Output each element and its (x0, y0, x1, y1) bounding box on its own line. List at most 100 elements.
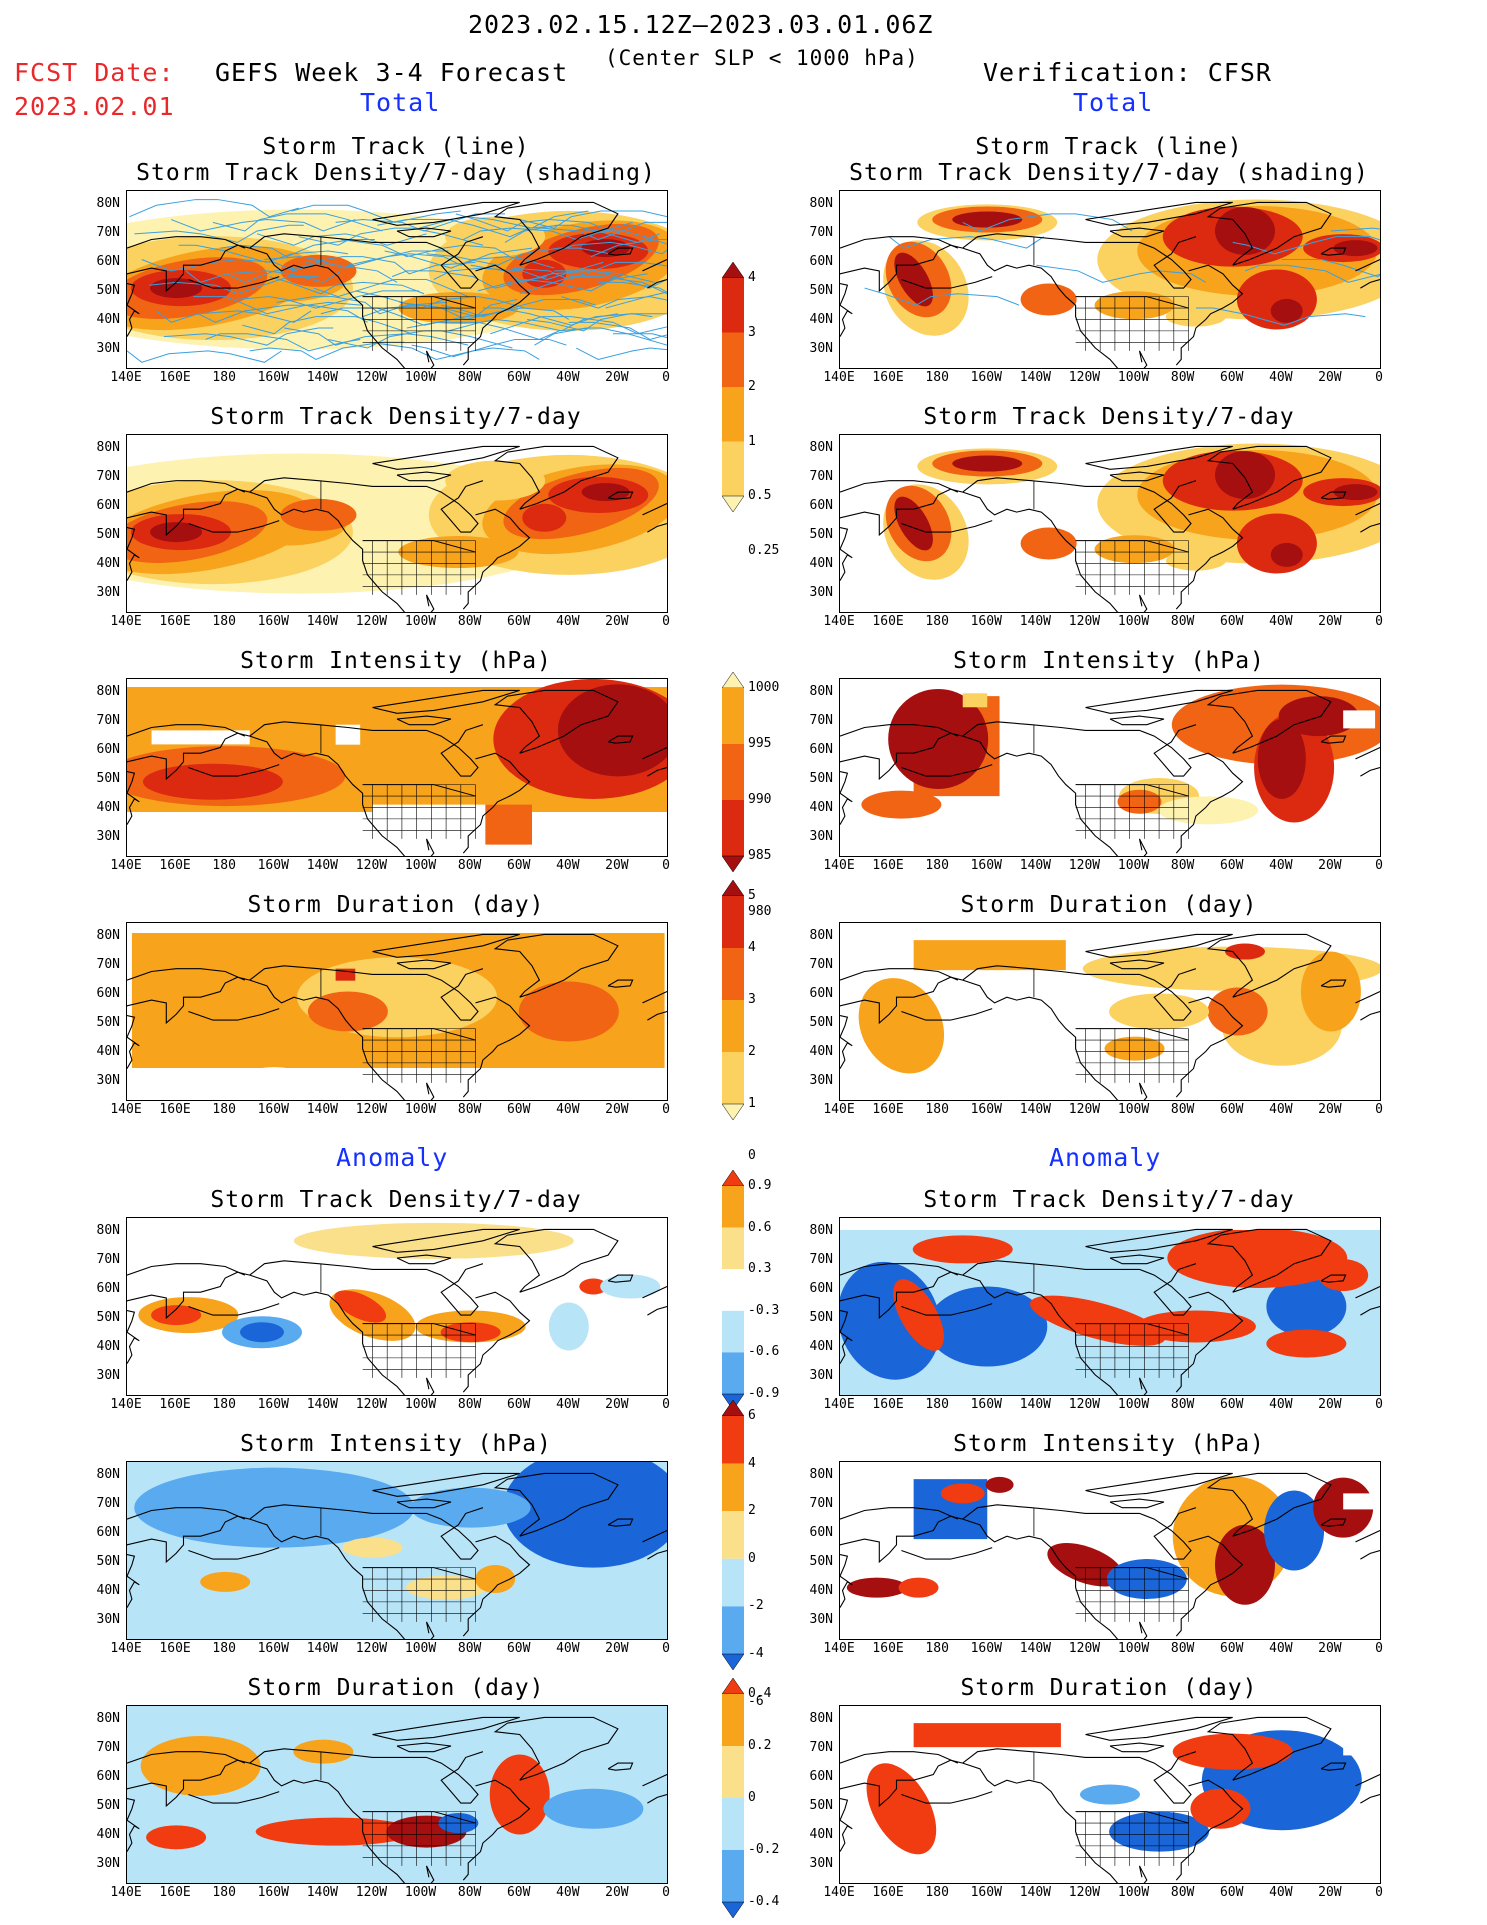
lon-tick-label: 160E (872, 370, 904, 385)
coastline (1117, 594, 1148, 612)
colorbar-label: -0.6 (748, 1344, 780, 1360)
shading-cell (1343, 1737, 1376, 1756)
coastline (607, 735, 634, 744)
lat-tick-label: 80N (809, 928, 833, 943)
lon-tick-label: 180 (212, 370, 236, 385)
lon-tick-label: 100W (404, 1641, 437, 1656)
shading-cell (840, 1218, 1380, 1230)
lon-tick-label: 20W (1318, 614, 1342, 629)
lat-tick-label: 60N (96, 1525, 120, 1540)
coastline (840, 968, 959, 981)
storm-track-line (519, 276, 667, 295)
lat-tick-label: 40N (96, 1044, 120, 1059)
lat-tick-label: 80N (96, 1711, 120, 1726)
coastline (607, 1762, 634, 1771)
lat-tick-label: 40N (96, 312, 120, 327)
lon-tick-label: 160W (257, 1641, 289, 1656)
shading-cell (1207, 987, 1268, 1036)
map-panel-track-forecast (126, 190, 668, 369)
coastline (1175, 752, 1244, 854)
left-anomaly-label: Anomaly (336, 1143, 449, 1172)
lat-tick-label: 40N (96, 1339, 120, 1354)
panel-title: Storm Track Density/7-day (923, 404, 1295, 430)
lon-tick-label: 160E (159, 858, 191, 873)
colorbar-anom-intensity (721, 1399, 745, 1674)
storm-track-line (575, 347, 667, 360)
lat-tick-label: 30N (809, 1856, 833, 1871)
lon-tick-label: 60W (506, 614, 531, 629)
coastline (249, 1518, 405, 1639)
storm-track-line (527, 313, 667, 332)
shading-cell (866, 1763, 937, 1855)
lon-tick-label: 100W (1117, 370, 1150, 385)
coastline (372, 689, 520, 714)
lat-tick-label: 30N (96, 829, 120, 844)
coastline (962, 1504, 1197, 1560)
lon-tick-label: 120W (355, 614, 388, 629)
shading-cell (581, 483, 630, 502)
storm-track-line (1330, 227, 1380, 232)
colorbar-segment (722, 1052, 744, 1104)
shading-cell (548, 1302, 589, 1351)
colorbar-segment (722, 1694, 744, 1746)
lon-tick-label: 0 (662, 614, 670, 629)
lon-tick-label: 60W (1219, 1102, 1244, 1117)
lon-tick-label: 0 (662, 1885, 670, 1900)
storm-track-line (426, 247, 611, 266)
lon-tick-label: 80W (457, 1885, 482, 1900)
lon-tick-label: 120W (355, 1641, 388, 1656)
coastline (901, 1303, 993, 1316)
colorbar-duration (721, 879, 745, 1124)
lat-tick-label: 30N (96, 1856, 120, 1871)
lon-tick-label: 140E (823, 614, 855, 629)
coastline (607, 1518, 634, 1527)
storm-track-line (448, 313, 618, 332)
coastline (1117, 838, 1148, 856)
coastline (188, 1547, 280, 1560)
coastline (607, 979, 634, 988)
colorbar-label: -0.9 (748, 1386, 780, 1401)
lat-tick-label: 70N (809, 957, 833, 972)
lat-tick-label: 70N (809, 469, 833, 484)
lon-tick-label: 60W (506, 370, 531, 385)
coastline (840, 1271, 963, 1364)
panel-title: Storm Intensity (hPa) (240, 648, 552, 674)
lon-tick-label: 20W (605, 370, 629, 385)
lon-tick-label: 120W (355, 1102, 388, 1117)
coastline (127, 1263, 246, 1276)
coastline (404, 594, 435, 612)
storm-track-line (129, 199, 299, 218)
lon-tick-label: 60W (1219, 1885, 1244, 1900)
lon-tick-label: 160W (970, 1102, 1002, 1117)
coastline (127, 976, 250, 1069)
lat-tick-label: 40N (809, 800, 833, 815)
lon-tick-label: 140W (306, 614, 339, 629)
colorbar-label: 4 (748, 270, 756, 285)
colorbar-label: 1 (748, 1096, 756, 1111)
coastline (962, 247, 1118, 368)
coastline (249, 1762, 405, 1883)
lon-tick-label: 180 (925, 1397, 949, 1412)
lon-tick-label: 180 (212, 1885, 236, 1900)
lon-tick-label: 180 (925, 1102, 949, 1117)
storm-track-line (1195, 307, 1366, 326)
coastline (127, 1271, 250, 1364)
lat-tick-label: 40N (96, 556, 120, 571)
panel-title: Storm Track Density/7-day (923, 1187, 1295, 1213)
lat-tick-label: 50N (96, 1015, 120, 1030)
storm-track-line (549, 241, 667, 255)
coastline (1206, 1472, 1332, 1537)
panel-title: Storm Intensity (hPa) (240, 1431, 552, 1457)
coastline (1320, 1518, 1347, 1527)
colorbar-label: 3 (748, 992, 756, 1007)
lon-tick-label: 20W (1318, 370, 1342, 385)
colorbar-segment (722, 948, 744, 1000)
lon-tick-label: 140E (110, 1885, 142, 1900)
lat-tick-label: 80N (809, 1711, 833, 1726)
map-panel-intensity-forecast (126, 678, 668, 857)
coastline (1360, 1549, 1380, 1560)
lon-tick-label: 100W (1117, 1102, 1150, 1117)
lon-tick-label: 160E (159, 1102, 191, 1117)
lat-tick-label: 30N (809, 341, 833, 356)
coastline (249, 491, 405, 612)
